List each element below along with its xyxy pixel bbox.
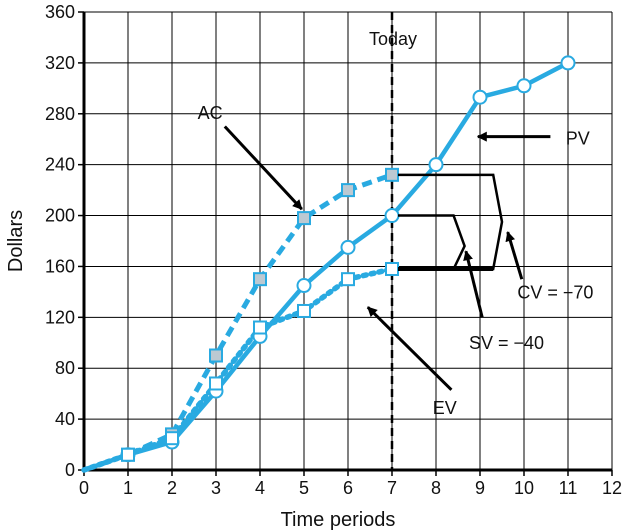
data-point-pv (428, 157, 444, 173)
x-tick-label: 8 (431, 478, 441, 498)
y-tick-label: 40 (55, 409, 75, 429)
x-tick-label: 4 (255, 478, 265, 498)
y-tick-label: 280 (45, 104, 75, 124)
sv-label: SV = −40 (469, 333, 544, 353)
data-point-pv (340, 239, 356, 255)
x-tick-label: 1 (123, 478, 133, 498)
ev-arrow (366, 306, 453, 391)
series-line-pv (83, 60, 570, 473)
data-point-ac (385, 167, 399, 182)
data-point-ac (341, 183, 355, 198)
x-tick-label: 2 (167, 478, 177, 498)
data-point-pv (560, 55, 576, 71)
x-tick-label: 7 (387, 478, 397, 498)
series (81, 55, 576, 473)
sv-bracket (398, 214, 466, 271)
x-tick-label: 5 (299, 478, 309, 498)
y-tick-label: 320 (45, 53, 75, 73)
data-point-ac (253, 272, 267, 287)
series-line-ac (83, 172, 393, 473)
axes: 0 1 2 3 4 5 6 7 8 9 10 11 12040801201602002402803203… (5, 2, 622, 531)
y-tick-label: 0 (65, 460, 75, 480)
sv-arrow (463, 250, 484, 318)
y-tick-label: 360 (45, 2, 75, 22)
ac-label: AC (198, 103, 223, 123)
y-tick-label: 200 (45, 206, 75, 226)
x-axis-title: Time periods (281, 509, 396, 531)
pv-label: PV (566, 128, 590, 148)
data-point-ev (165, 431, 179, 446)
data-point-pv (472, 89, 488, 105)
series-line-ev (81, 266, 395, 473)
x-tick-label: 9 (475, 478, 485, 498)
y-axis-title: Dollars (5, 210, 27, 272)
x-tick-label: 11 (559, 478, 578, 498)
y-tick-label: 80 (55, 358, 75, 378)
x-tick-label: 0 (79, 478, 89, 498)
y-tick-label: 120 (45, 307, 75, 327)
x-tick-label: 10 (514, 478, 534, 498)
data-point-pv (516, 78, 532, 94)
data-point-pv (384, 208, 400, 224)
x-tick-label: 3 (211, 478, 221, 498)
cv-label: CV = −70 (517, 282, 593, 302)
data-point-ev (209, 376, 223, 391)
data-point-ev (253, 320, 267, 335)
data-point-ac (297, 211, 311, 226)
data-point-ev (341, 272, 355, 287)
cv-arrow (505, 231, 524, 280)
data-point-ev (385, 261, 399, 276)
x-tick-label: 12 (602, 478, 622, 498)
data-point-ev (297, 303, 311, 318)
data-point-ac (209, 348, 223, 363)
data-point-pv (296, 278, 312, 294)
y-tick-label: 160 (45, 256, 75, 276)
x-tick-label: 6 (343, 478, 353, 498)
annotations: AC PV EV CV = −70 SV = −40 (198, 103, 594, 418)
ac-arrow (223, 125, 303, 211)
ev-label: EV (433, 398, 457, 418)
today-label: Today (369, 29, 417, 49)
data-point-ev (121, 447, 135, 462)
y-tick-label: 240 (45, 155, 75, 175)
